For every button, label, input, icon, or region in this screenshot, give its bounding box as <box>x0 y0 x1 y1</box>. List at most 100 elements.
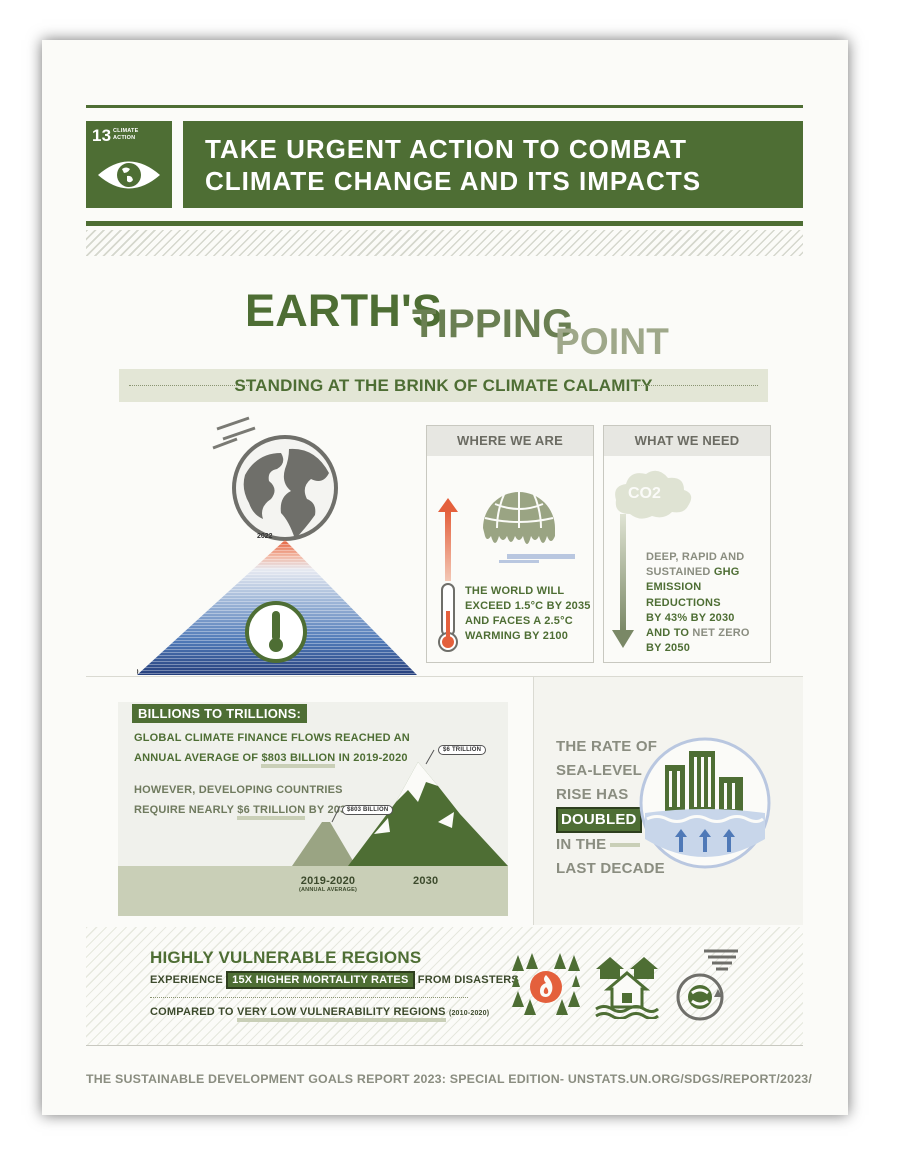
vulnerable-line2: COMPARED TO VERY LOW VULNERABILITY REGIO… <box>150 1006 490 1022</box>
sea-highlight: DOUBLED <box>556 807 642 833</box>
goal-label: CLIMATE ACTION <box>113 128 138 142</box>
melting-globe-icon <box>483 491 575 563</box>
finance-line2-b: $803 BILLION <box>261 752 336 768</box>
need-line2-a: SUSTAINED <box>646 566 714 579</box>
finance-panel: BILLIONS TO TRILLIONS: GLOBAL CLIMATE FI… <box>118 702 508 916</box>
hero-word-point: POINT <box>555 321 670 362</box>
need-line5-a: AND TO <box>646 627 693 640</box>
subtitle-band: STANDING AT THE BRINK OF CLIMATE CALAMIT… <box>119 369 768 402</box>
finance-line2-a: ANNUAL AVERAGE OF <box>134 752 262 764</box>
finance-line4-a: REQUIRE NEARLY <box>134 804 238 816</box>
vulnerable-section: HIGHLY VULNERABLE REGIONS EXPERIENCE 15X… <box>86 927 803 1045</box>
need-line2: SUSTAINED GHG <box>646 565 770 580</box>
finance-line4-c: BY 2030 <box>305 804 353 816</box>
goal-label-line2: ACTION <box>113 135 136 141</box>
vulnerable-line2-c: (2010-2020) <box>448 1010 490 1017</box>
footer-citation: THE SUSTAINABLE DEVELOPMENT GOALS REPORT… <box>86 1072 813 1086</box>
where-we-are-heading: WHERE WE ARE <box>427 426 593 456</box>
finance-year1: 2019-2020 (ANNUAL AVERAGE) <box>294 875 362 893</box>
globe-pyramid-graphic: 2022 1850 <box>137 416 417 676</box>
page-title: TAKE URGENT ACTION TO COMBAT CLIMATE CHA… <box>205 133 701 197</box>
sea-level-panel: THE RATE OF SEA-LEVEL RISE HAS DOUBLED I… <box>534 677 803 925</box>
wildfire-icon <box>512 953 580 1015</box>
hatch-band <box>86 230 803 256</box>
need-line2-b: GHG <box>713 566 740 579</box>
vulnerable-line1-a: EXPERIENCE <box>150 974 227 986</box>
finance-text: GLOBAL CLIMATE FINANCE FLOWS REACHED AN … <box>134 728 410 820</box>
where-we-are-panel: WHERE WE ARE THE WORLD WILL EXCEED 1 <box>426 425 594 663</box>
co2-arrow-icon: CO2 <box>612 470 692 648</box>
storm-cyclone-icon <box>676 949 738 1021</box>
finance-ground <box>118 866 508 916</box>
vertical-divider <box>533 677 534 925</box>
what-we-need-panel: WHAT WE NEED CO2 DEEP, RAPID AND SUSTAIN… <box>603 425 771 663</box>
co2-label: CO2 <box>628 485 661 502</box>
where-line1: THE WORLD WILL <box>465 585 565 597</box>
eye-globe-icon <box>98 161 160 189</box>
sea-level-text: THE RATE OF SEA-LEVEL RISE HAS DOUBLED I… <box>556 735 665 881</box>
infographic-page: 13 CLIMATE ACTION TAKE URGENT ACTION TO … <box>42 40 848 1115</box>
finance-year2: 2030 <box>413 875 439 887</box>
pyramid-year-top: 2022 <box>257 533 273 540</box>
vulnerable-line1-c: FROM DISASTERS <box>414 974 519 986</box>
hero-word-earths: EARTH'S <box>245 285 443 336</box>
sea-line4: IN THE <box>556 833 665 857</box>
mountains-graphic <box>292 749 508 866</box>
goal-label-line1: CLIMATE <box>113 128 139 134</box>
finance-year1-note: (ANNUAL AVERAGE) <box>298 887 358 893</box>
subtitle-dots-right <box>638 385 758 386</box>
sea-line5: LAST DECADE <box>556 860 665 877</box>
finance-line2: ANNUAL AVERAGE OF $803 BILLION IN 2019-2… <box>134 748 410 768</box>
hero-word-tipping: TIPPING <box>412 302 574 346</box>
title-bar: TAKE URGENT ACTION TO COMBAT CLIMATE CHA… <box>183 121 803 208</box>
subtitle-dots-left <box>129 385 249 386</box>
vulnerable-line2-b: VERY LOW VULNERABILITY REGIONS <box>236 1006 446 1022</box>
vulnerable-line1: EXPERIENCE 15X HIGHER MORTALITY RATES FR… <box>150 971 519 989</box>
need-line5: AND TO NET ZERO <box>646 626 770 641</box>
finance-badge: BILLIONS TO TRILLIONS: <box>132 704 308 723</box>
need-line3: EMISSION REDUCTIONS <box>646 581 721 609</box>
what-we-need-heading: WHAT WE NEED <box>604 426 770 456</box>
top-rule <box>86 105 803 108</box>
finance-year1-label: 2019-2020 <box>300 875 356 887</box>
sdg-badge: 13 CLIMATE ACTION <box>86 121 172 208</box>
hero-subtitle: STANDING AT THE BRINK OF CLIMATE CALAMIT… <box>234 376 653 395</box>
finance-line4: REQUIRE NEARLY $6 TRILLION BY 2030 <box>134 800 410 820</box>
finance-line1: GLOBAL CLIMATE FINANCE FLOWS REACHED AN <box>134 732 410 744</box>
where-line3: AND FACES A 2.5°C <box>465 615 573 627</box>
thermometer-arrow-icon <box>438 498 458 652</box>
need-line4: BY 43% BY 2030 <box>646 611 770 626</box>
big-peak-label: $6 TRILLION <box>438 745 487 755</box>
need-line4-b: 2030 <box>709 611 735 624</box>
vulnerable-heading: HIGHLY VULNERABLE REGIONS <box>150 948 422 967</box>
vulnerable-line2-a: COMPARED TO <box>150 1006 237 1018</box>
need-line5-b: NET ZERO <box>692 627 750 640</box>
title-line1: TAKE URGENT ACTION TO COMBAT <box>205 134 688 164</box>
header-rule <box>86 221 803 226</box>
pyramid-year-bottom: 1850 <box>137 669 139 676</box>
sea-level-buildings-icon <box>639 737 771 869</box>
need-line6: BY 2050 <box>646 642 691 655</box>
sea-line4-bar <box>610 843 641 848</box>
sea-line3: RISE HAS <box>556 786 629 803</box>
vulnerable-dots <box>150 997 468 998</box>
section-divider <box>86 676 803 677</box>
finance-line4-b: $6 TRILLION <box>237 804 306 820</box>
vulnerable-line1-b: 15X HIGHER MORTALITY RATES <box>226 971 415 989</box>
flood-house-icon <box>595 957 659 1019</box>
sea-line4-text: IN THE <box>556 836 607 853</box>
need-line1: DEEP, RAPID AND <box>646 551 745 563</box>
footer-rule <box>86 1045 803 1046</box>
sea-line1: THE RATE OF <box>556 738 658 755</box>
where-we-are-text: THE WORLD WILL EXCEED 1.5°C BY 2035 AND … <box>465 584 591 644</box>
finance-line2-c: IN 2019-2020 <box>335 752 408 764</box>
finance-line3: HOWEVER, DEVELOPING COUNTRIES <box>134 784 343 796</box>
where-line4: WARMING BY 2100 <box>465 630 569 642</box>
goal-number: 13 <box>92 126 112 145</box>
what-we-need-text: DEEP, RAPID AND SUSTAINED GHG EMISSION R… <box>646 550 770 656</box>
need-line4-a: BY 43% BY <box>646 611 710 624</box>
title-line2: CLIMATE CHANGE AND ITS IMPACTS <box>205 166 702 196</box>
small-peak-label: $803 BILLION <box>342 805 394 815</box>
sea-line2: SEA-LEVEL <box>556 762 642 779</box>
where-line2: EXCEED 1.5°C BY 2035 <box>465 600 591 612</box>
